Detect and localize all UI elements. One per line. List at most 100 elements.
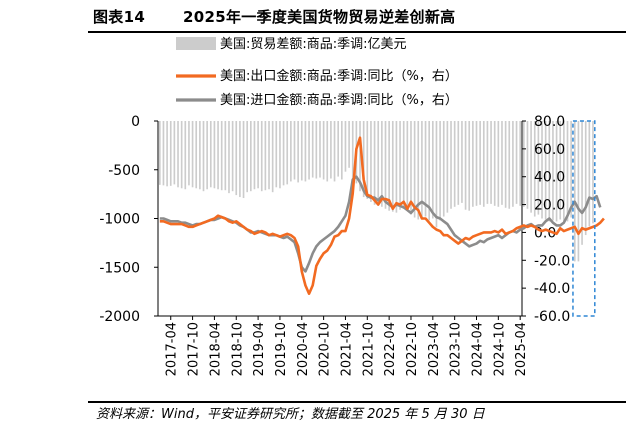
balance-bar [319, 121, 321, 178]
balance-bar [475, 121, 478, 206]
balance-bar [391, 121, 394, 212]
y-right-tick-label: -20.0 [534, 253, 570, 269]
x-tick-label: 2022-04 [383, 322, 398, 376]
balance-bar [570, 121, 572, 218]
balance-bar [410, 121, 412, 215]
balance-bar [442, 121, 445, 217]
y-left-tick-label: -1500 [99, 260, 140, 276]
balance-bar [541, 121, 543, 219]
balance-bar [537, 121, 540, 215]
balance-bar [282, 121, 285, 186]
x-tick-label: 2017-10 [187, 322, 202, 376]
x-ticks: 2017-04 2017-10 2018-04 2018-10 2019-04 2019-… [165, 316, 529, 376]
balance-bar [271, 121, 274, 193]
balance-bar [184, 121, 187, 190]
balance-bar [253, 121, 256, 190]
balance-bar [566, 121, 569, 222]
balance-bar [264, 121, 267, 191]
balance-bar [428, 121, 430, 221]
balance-bar [486, 121, 489, 204]
balance-bar [351, 121, 354, 180]
balance-bar [399, 121, 401, 210]
balance-bar [581, 121, 583, 245]
balance-bar [177, 121, 179, 188]
balance-bar [169, 121, 172, 186]
balance-bar [337, 121, 339, 177]
balance-bar [304, 121, 307, 182]
figure-title: 图表14 2025年一季度美国货物贸易逆差创新高 [93, 6, 455, 27]
balance-bar [279, 121, 281, 189]
balance-bar [461, 121, 463, 203]
balance-bar [257, 121, 259, 189]
figure-title-text: 2025年一季度美国货物贸易逆差创新高 [183, 8, 456, 26]
balance-bar [377, 121, 380, 206]
y-right-tick-label: -40.0 [534, 281, 570, 297]
y-left-tick-label: -500 [108, 163, 140, 179]
balance-bar [359, 121, 361, 192]
balance-bar [373, 121, 376, 205]
balance-bar [199, 121, 201, 190]
balance-bar [479, 121, 481, 205]
balance-bar [402, 121, 405, 209]
legend: 美国:贸易差额:商品:季调:亿美元 美国:出口金额:商品:季调:同比（%，右） … [176, 37, 458, 108]
balance-bar [250, 121, 252, 192]
x-tick-label: 2022-10 [405, 322, 420, 376]
balance-bar [548, 121, 551, 222]
legend-label-balance: 美国:贸易差额:商品:季调:亿美元 [220, 37, 407, 52]
balance-bar [573, 121, 576, 262]
balance-bar [555, 121, 558, 222]
balance-bar [559, 121, 562, 220]
balance-bar [330, 121, 332, 179]
x-tick-label: 2021-10 [361, 322, 376, 376]
x-tick-label: 2019-04 [252, 322, 267, 376]
balance-bar [584, 121, 587, 236]
balance-bar [162, 121, 165, 186]
balance-bar [213, 121, 216, 189]
balance-bar [206, 121, 208, 190]
balance-bar [424, 121, 427, 217]
balance-bar [348, 121, 350, 168]
balance-bar [231, 121, 234, 192]
balance-bar [472, 121, 474, 207]
y-left-tick-label: 0 [131, 114, 140, 130]
x-tick-label: 2025-04 [514, 322, 529, 376]
balance-bar [188, 121, 190, 186]
balance-bar [224, 121, 227, 191]
balance-bar [290, 121, 292, 182]
balance-bar [195, 121, 198, 189]
balance-bar [482, 121, 485, 207]
balance-bar [530, 121, 532, 213]
balance-bar [435, 121, 438, 228]
balance-bar [209, 121, 212, 188]
balance-bar [366, 121, 369, 199]
balance-bar [159, 121, 161, 185]
balance-bar [220, 121, 223, 191]
balance-bar [333, 121, 336, 182]
balance-bar [242, 121, 245, 199]
balance-bar [315, 121, 318, 179]
export-yoy-line [159, 136, 605, 296]
balance-bar [552, 121, 554, 221]
balance-bar [235, 121, 238, 196]
balance-bar [166, 121, 168, 187]
balance-bar [468, 121, 471, 211]
balance-bar [533, 121, 536, 217]
balance-bar [406, 121, 409, 211]
balance-bar [457, 121, 460, 205]
balance-bar [228, 121, 230, 194]
balance-bar [341, 121, 343, 180]
balance-bar [246, 121, 248, 193]
balance-bar [490, 121, 492, 204]
x-tick-label: 2019-10 [274, 322, 289, 376]
edge-mark-top [612, 31, 626, 33]
balance-bar [275, 121, 278, 188]
balance-bar [519, 121, 521, 206]
balance-bar [515, 121, 518, 204]
x-tick-label: 2020-10 [318, 322, 333, 376]
balance-bar [388, 121, 390, 211]
balance-bar [326, 121, 329, 182]
balance-bar [464, 121, 467, 210]
balance-bars [159, 121, 594, 262]
balance-bar [217, 121, 219, 190]
